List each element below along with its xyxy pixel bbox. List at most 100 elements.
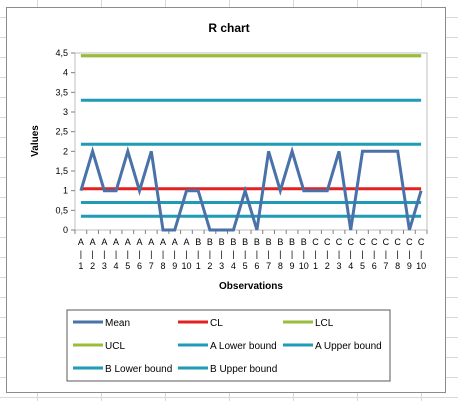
x-tick-number-label: 6 bbox=[254, 261, 259, 271]
x-tick-separator: | bbox=[91, 249, 93, 259]
x-tick-separator: | bbox=[267, 249, 269, 259]
legend-box[interactable] bbox=[66, 309, 391, 382]
x-tick-group-label: A bbox=[78, 237, 84, 247]
x-tick-separator: | bbox=[80, 249, 82, 259]
x-tick-separator: | bbox=[150, 249, 152, 259]
x-tick-number-label: 3 bbox=[219, 261, 224, 271]
series-line-mean bbox=[79, 146, 423, 232]
x-tick-group-label: A bbox=[125, 237, 131, 247]
x-tick-group-label: B bbox=[207, 237, 213, 247]
x-tick-number-label: 8 bbox=[160, 261, 165, 271]
x-tick-group-label: C bbox=[383, 237, 390, 247]
x-tick-group-label: C bbox=[312, 237, 319, 247]
x-tick-group-label: B bbox=[301, 237, 307, 247]
x-tick-group-label: B bbox=[219, 237, 225, 247]
x-tick-separator: | bbox=[396, 249, 398, 259]
x-tick-number-label: 6 bbox=[372, 261, 377, 271]
x-tick-group-label: A bbox=[137, 237, 143, 247]
x-tick-separator: | bbox=[291, 249, 293, 259]
legend-label-b-upper-bound: B Upper bound bbox=[210, 364, 277, 375]
x-tick-number-label: 8 bbox=[395, 261, 400, 271]
series-lines bbox=[79, 54, 423, 232]
x-tick-group-label: B bbox=[266, 237, 272, 247]
legend: Mean CL LCL UCL A Lower bound A Upper bound B … bbox=[73, 318, 382, 375]
x-tick-separator: | bbox=[408, 249, 410, 259]
plot-area bbox=[74, 52, 428, 231]
x-tick-group-label: C bbox=[336, 237, 343, 247]
x-tick-group-label: C bbox=[371, 237, 378, 247]
legend-label-lcl: LCL bbox=[315, 318, 334, 329]
x-tick-separator: | bbox=[174, 249, 176, 259]
x-tick-group-label: A bbox=[148, 237, 154, 247]
x-tick-number-label: 6 bbox=[137, 261, 142, 271]
x-tick-number-label: 5 bbox=[125, 261, 130, 271]
x-tick-number-label: 3 bbox=[102, 261, 107, 271]
x-tick-separator: | bbox=[338, 249, 340, 259]
x-tick-number-label: 9 bbox=[172, 261, 177, 271]
x-tick-group-label: A bbox=[101, 237, 107, 247]
legend-label-ucl: UCL bbox=[105, 341, 125, 352]
x-tick-separator: | bbox=[103, 249, 105, 259]
x-tick-number-label: 9 bbox=[407, 261, 412, 271]
x-tick-group-label: C bbox=[394, 237, 401, 247]
y-tick-label: 1 bbox=[63, 186, 68, 196]
x-tick-group-label: A bbox=[183, 237, 189, 247]
y-tick-label: 4,5 bbox=[55, 48, 68, 58]
x-tick-group-label: B bbox=[277, 237, 283, 247]
x-tick-number-label: 4 bbox=[348, 261, 353, 271]
x-tick-number-label: 5 bbox=[243, 261, 248, 271]
x-tick-number-label: 2 bbox=[207, 261, 212, 271]
x-tick-number-label: 7 bbox=[383, 261, 388, 271]
x-tick-separator: | bbox=[279, 249, 281, 259]
x-axis-title: Observations bbox=[219, 281, 283, 292]
y-tick-label: 0,5 bbox=[55, 205, 68, 215]
x-tick-group-label: B bbox=[254, 237, 260, 247]
x-tick-group-label: A bbox=[113, 237, 119, 247]
x-tick-separator: | bbox=[138, 249, 140, 259]
x-tick-number-label: 2 bbox=[325, 261, 330, 271]
x-tick-number-label: 8 bbox=[278, 261, 283, 271]
x-tick-separator: | bbox=[115, 249, 117, 259]
x-tick-separator: | bbox=[209, 249, 211, 259]
x-tick-separator: | bbox=[256, 249, 258, 259]
x-tick-number-label: 5 bbox=[360, 261, 365, 271]
x-tick-group-label: C bbox=[359, 237, 366, 247]
x-tick-separator: | bbox=[303, 249, 305, 259]
x-tick-number-label: 1 bbox=[78, 261, 83, 271]
x-tick-separator: | bbox=[326, 249, 328, 259]
x-tick-group-label: B bbox=[289, 237, 295, 247]
x-tick-number-label: 10 bbox=[416, 261, 426, 271]
y-tick-label: 2 bbox=[63, 146, 68, 156]
x-tick-number-label: 10 bbox=[181, 261, 191, 271]
x-tick-group-label: C bbox=[406, 237, 413, 247]
x-tick-number-label: 10 bbox=[299, 261, 309, 271]
y-tick-label: 3,5 bbox=[55, 87, 68, 97]
x-tick-separator: | bbox=[373, 249, 375, 259]
x-tick-group-label: B bbox=[230, 237, 236, 247]
x-tick-number-label: 4 bbox=[231, 261, 236, 271]
x-tick-group-label: C bbox=[418, 237, 425, 247]
y-tick-label: 1,5 bbox=[55, 166, 68, 176]
x-tick-separator: | bbox=[361, 249, 363, 259]
x-tick-separator: | bbox=[162, 249, 164, 259]
legend-label-a-lower-bound: A Lower bound bbox=[210, 341, 277, 352]
x-tick-number-label: 4 bbox=[114, 261, 119, 271]
legend-label-a-upper-bound: A Upper bound bbox=[315, 341, 382, 352]
legend-label-b-lower-bound: B Lower bound bbox=[105, 364, 172, 375]
x-tick-number-label: 2 bbox=[90, 261, 95, 271]
chart-title: R chart bbox=[208, 21, 249, 35]
x-tick-separator: | bbox=[244, 249, 246, 259]
y-tick-label: 4 bbox=[63, 68, 68, 78]
x-tick-separator: | bbox=[197, 249, 199, 259]
x-tick-group-label: B bbox=[242, 237, 248, 247]
x-tick-group-label: A bbox=[172, 237, 178, 247]
x-tick-separator: | bbox=[220, 249, 222, 259]
legend-label-mean: Mean bbox=[105, 318, 130, 329]
legend-label-cl: CL bbox=[210, 318, 223, 329]
x-tick-separator: | bbox=[350, 249, 352, 259]
x-tick-number-label: 1 bbox=[196, 261, 201, 271]
x-tick-number-label: 1 bbox=[313, 261, 318, 271]
x-tick-separator: | bbox=[127, 249, 129, 259]
x-tick-number-label: 3 bbox=[336, 261, 341, 271]
